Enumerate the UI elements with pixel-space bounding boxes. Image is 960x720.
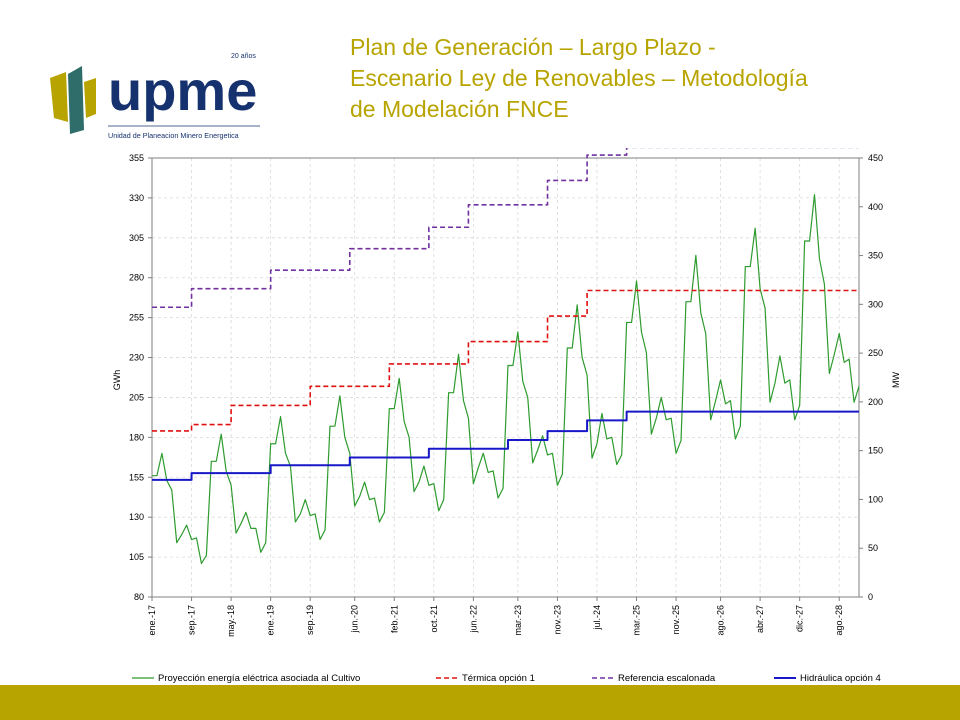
right-tick-label: 350 — [868, 251, 883, 261]
left-tick-label: 305 — [129, 233, 144, 243]
series-line-4 — [152, 410, 859, 481]
right-tick-label: 400 — [868, 202, 883, 212]
left-tick-label: 130 — [129, 512, 144, 522]
x-tick-label: dic.-27 — [795, 605, 805, 632]
legend-label-1: Proyección energía eléctrica asociada al… — [158, 673, 360, 684]
chart-series — [152, 148, 860, 565]
chart-grid — [152, 158, 859, 597]
slide-title-line-3: de Modelación FNCE — [350, 96, 569, 122]
logo-emblem-olive — [50, 72, 68, 122]
x-tick-label: ago.-28 — [834, 605, 844, 636]
right-tick-label: 0 — [868, 592, 873, 602]
legend-label-3: Referencia escalonada — [618, 673, 716, 684]
x-axis-ticks: ene.-17 sep.-17 may.-18 ene.-19 sep.-19 jun.-… — [147, 597, 844, 637]
right-tick-label: 250 — [868, 348, 883, 358]
logo-wordmark: upme — [108, 59, 257, 122]
x-tick-label: nov.-25 — [671, 605, 681, 634]
series-line-2 — [152, 289, 859, 432]
logo-emblem-olive-small — [84, 78, 96, 118]
x-tick-label: ago.-26 — [716, 605, 726, 636]
left-tick-label: 280 — [129, 273, 144, 283]
slide-title: Plan de Generación – Largo Plazo - Escen… — [350, 32, 940, 125]
logo-badge: 20 años — [231, 53, 256, 60]
right-axis-ticks: 0 50 100 150 200 250 300 350 400 450 — [859, 153, 883, 602]
left-tick-label: 155 — [129, 472, 144, 482]
logo-emblem-teal — [68, 66, 84, 134]
x-tick-label: oct.-21 — [429, 605, 439, 633]
left-tick-label: 180 — [129, 432, 144, 442]
x-tick-label: jun.-22 — [468, 605, 478, 634]
x-tick-label: sep.-17 — [187, 605, 197, 635]
x-tick-label: may.-18 — [226, 605, 236, 637]
legend-label-4: Hidráulica opción 4 — [800, 673, 881, 684]
series-line-3 — [152, 148, 859, 309]
left-tick-label: 355 — [129, 153, 144, 163]
x-tick-label: ene.-17 — [147, 605, 157, 636]
left-tick-label: 105 — [129, 552, 144, 562]
x-tick-label: mar.-23 — [513, 605, 523, 636]
footer-band — [0, 685, 960, 720]
x-tick-label: nov.-23 — [552, 605, 562, 634]
right-tick-label: 300 — [868, 299, 883, 309]
left-tick-label: 205 — [129, 392, 144, 402]
right-tick-label: 100 — [868, 494, 883, 504]
upme-logo: upme 20 años Unidad de Planeacion Minero… — [50, 53, 260, 140]
x-tick-label: mar.-25 — [632, 605, 642, 636]
x-tick-label: jun.-20 — [350, 605, 360, 634]
chart-legend: Proyección energía eléctrica asociada al… — [132, 673, 881, 684]
left-tick-label: 80 — [134, 592, 144, 602]
slide-title-line-2: Escenario Ley de Renovables – Metodologí… — [350, 65, 808, 91]
left-axis-ticks: 80 105 130 155 180 205 230 255 280 305 330 355 — [129, 153, 152, 602]
left-tick-label: 330 — [129, 193, 144, 203]
right-tick-label: 50 — [868, 543, 878, 553]
logo-subtitle: Unidad de Planeacion Minero Energetica — [108, 131, 239, 140]
x-tick-label: jul.-24 — [592, 605, 602, 631]
left-axis-label: GWh — [112, 370, 122, 391]
right-axis-label: MW — [891, 372, 901, 388]
generation-chart: 80 105 130 155 180 205 230 255 280 305 330 355 0 50 1… — [112, 148, 901, 684]
series-line-1 — [152, 194, 860, 565]
plot-frame — [151, 157, 860, 598]
x-tick-label: sep.-19 — [305, 605, 315, 635]
left-tick-label: 230 — [129, 353, 144, 363]
right-tick-label: 150 — [868, 446, 883, 456]
x-tick-label: feb.-21 — [389, 605, 399, 633]
x-tick-label: abr.-27 — [755, 605, 765, 633]
left-tick-label: 255 — [129, 313, 144, 323]
right-tick-label: 200 — [868, 397, 883, 407]
legend-label-2: Térmica opción 1 — [462, 673, 535, 684]
slide-title-line-1: Plan de Generación – Largo Plazo - — [350, 34, 716, 60]
right-tick-label: 450 — [868, 153, 883, 163]
x-tick-label: ene.-19 — [266, 605, 276, 636]
